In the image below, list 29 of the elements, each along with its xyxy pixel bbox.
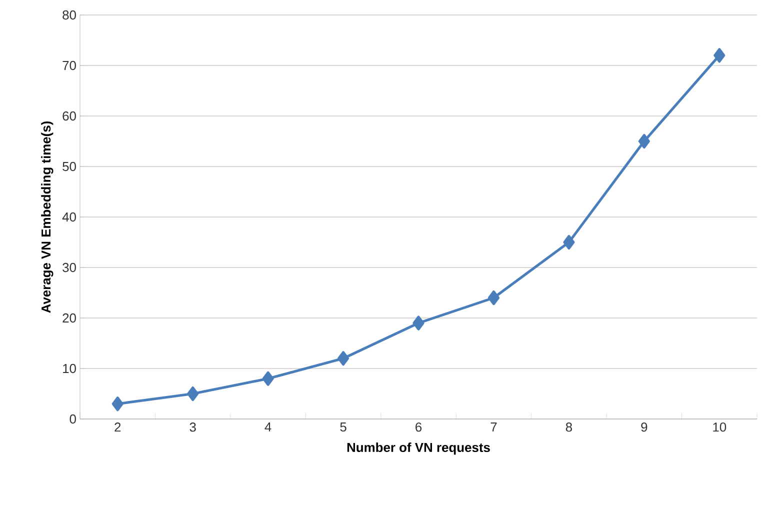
x-tick-label: 5	[340, 422, 346, 432]
y-tick-label: 70	[62, 60, 76, 70]
x-tick-label: 7	[490, 422, 497, 432]
x-tick-label: 2	[114, 422, 121, 432]
y-tick-label: 0	[70, 414, 76, 424]
x-axis-title: Number of VN requests	[347, 442, 490, 455]
x-tick-label: 8	[566, 422, 572, 432]
x-tick-label: 10	[713, 422, 726, 432]
point	[488, 290, 500, 306]
x-tick-label: 6	[416, 422, 422, 432]
x-tick-label: 9	[641, 422, 648, 432]
y-tick-label: 80	[62, 10, 76, 20]
y-tick-label: 30	[62, 262, 76, 272]
point	[638, 134, 650, 149]
point	[412, 316, 424, 330]
point	[187, 386, 199, 402]
x-tick-label: 4	[264, 422, 272, 432]
y-tick-label: 50	[62, 162, 76, 172]
x-tick-label: 3	[190, 422, 196, 432]
y-axis-title: Average VN Embedding time(s)	[41, 121, 54, 313]
y-tick-label: 40	[62, 212, 76, 222]
point	[714, 48, 726, 63]
point	[563, 234, 575, 250]
point	[112, 396, 124, 412]
point	[337, 351, 350, 366]
point	[262, 371, 274, 386]
y-tick-label: 20	[62, 313, 76, 323]
y-tick-label: 10	[63, 364, 76, 374]
y-tick-label: 60	[62, 111, 76, 121]
